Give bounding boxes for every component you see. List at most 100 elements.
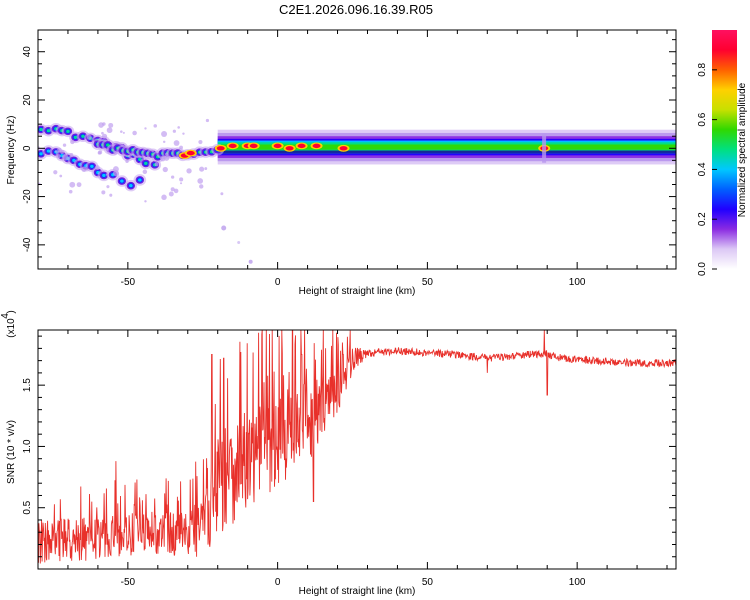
colorbar [712,30,737,269]
noise-speck [53,170,58,175]
snr-xtick-label: 100 [569,577,586,588]
noise-speck [86,134,92,140]
noise-speck [101,131,104,135]
hotspot-core [186,150,195,156]
noise-speck [144,127,147,130]
noise-speck [144,200,147,203]
spec-xtick-label: 50 [422,277,434,288]
noise-speck [172,129,176,133]
noise-speck [108,122,114,128]
band-edge [217,150,676,154]
noise-speck [163,155,170,161]
snr-scale-label: (x10 [6,318,17,338]
snr-frame [37,329,677,570]
snr-ytick-label: 1.5 [22,378,33,392]
snr-scale-close: ) [6,310,17,313]
noise-speck [62,154,69,161]
lower-branch-blob-core [90,164,94,168]
spectrogram-frame [37,29,677,270]
hotspot-core [297,143,306,149]
upper-branch-blob-core [144,161,148,166]
noise-speck [205,118,210,123]
noise-speck [162,140,166,144]
noise-speck [132,130,137,136]
spec-ytick-label: 20 [22,94,33,106]
noise-speck [162,166,168,173]
spec-xtick-label: 100 [569,277,586,288]
noise-speck [54,150,58,153]
noise-speck [182,132,185,135]
upper-branch-blob-core [73,135,78,139]
noise-speck [109,193,113,197]
noise-speck [173,140,180,146]
spec-xtick-label: -50 [121,277,136,288]
spec-xtick-label: 0 [275,277,281,288]
colorbar-tick-label: 0.0 [697,262,708,276]
noise-speck [198,139,203,145]
noise-speck [170,187,175,192]
snr-ytick-label: 0.5 [22,500,33,514]
noise-speck [98,150,103,155]
noise-speck [221,225,227,231]
lower-branch-blob-core [39,152,43,156]
noise-speck [199,184,204,189]
upper-branch-blob-core [81,134,85,138]
noise-speck [112,166,119,173]
noise-speck [179,145,183,150]
noise-speck [151,150,154,153]
noise-speck [81,166,87,172]
noise-speck [105,173,109,176]
noise-speck [248,259,253,264]
band-layer [217,144,676,150]
noise-speck [186,168,192,174]
hotspot-core [285,146,294,151]
noise-speck [154,162,159,167]
noise-speck [165,152,169,156]
upper-branch-blob-core [46,129,51,133]
noise-speck [106,185,110,189]
snr-xtick-label: 0 [275,577,281,588]
noise-speck [113,151,118,155]
lower-branch-blob-core [120,179,124,183]
colorbar-label: Normalized spectral amplitude [737,82,748,217]
snr-ylabel: SNR (10 * v/v) [6,420,17,484]
noise-speck [62,143,67,147]
noise-speck [122,131,125,134]
snr-xtick-label: -50 [121,577,136,588]
noise-speck [69,153,74,157]
hotspot-core [249,143,258,149]
chart-title: C2E1.2026.096.16.39.R05 [279,2,433,17]
lower-branch-blob-core [46,149,51,153]
noise-speck [179,177,184,182]
noise-speck [101,190,106,195]
noise-speck [170,175,175,179]
noise-speck [180,182,183,185]
upper-branch-blob-core [66,129,70,133]
noise-speck [177,126,180,129]
noise-speck [94,165,100,171]
colorbar-tick-label: 0.8 [697,62,708,76]
spec-xlabel: Height of straight line (km) [299,286,416,297]
lower-branch-blob-core [138,178,142,182]
noise-speck [70,139,75,145]
noise-speck [204,167,208,170]
lower-branch-blob-core [129,184,133,188]
spec-ytick-label: 40 [22,46,33,58]
noise-speck [161,131,168,138]
noise-speck [173,188,179,194]
snr-xlabel: Height of straight line (km) [299,586,416,597]
snr-xtick-label: 50 [422,577,434,588]
spec-ytick-label: -20 [22,189,33,204]
snr-scale-exponent: 4 [0,313,11,319]
noise-speck [220,192,224,196]
noise-speck [168,191,174,197]
noise-speck [161,194,167,201]
noise-speck [197,178,204,184]
spec-ylabel: Frequency (Hz) [6,116,17,185]
noise-speck [59,174,63,178]
snr-series-line [38,330,676,564]
hotspot-core [228,143,237,149]
hotspot-core [312,143,321,149]
noise-speck [199,166,205,172]
